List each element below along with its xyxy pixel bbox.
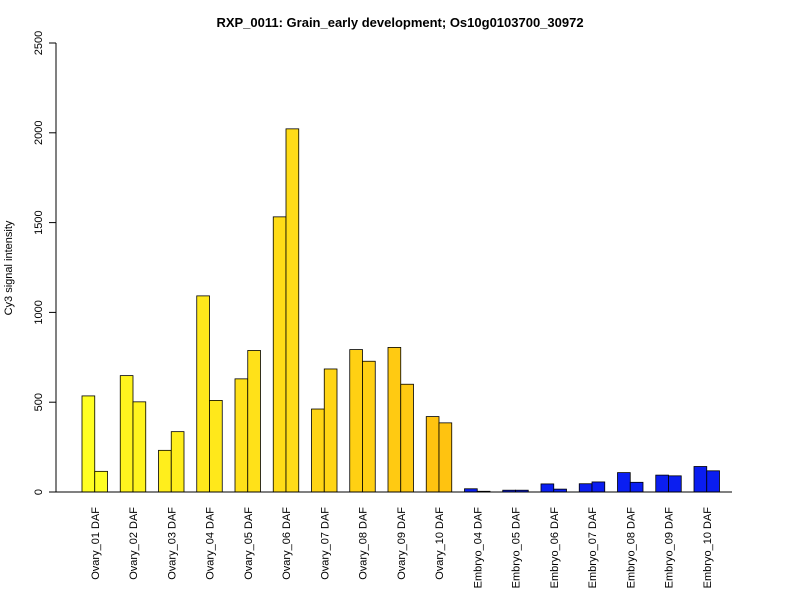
y-tick-label: 2500 xyxy=(33,31,45,55)
x-tick-label: Embryo_09 DAF xyxy=(664,507,676,589)
x-tick-label: Ovary_05 DAF xyxy=(243,507,255,580)
bar xyxy=(362,360,376,493)
bar xyxy=(81,395,96,493)
bar xyxy=(170,431,185,493)
bar xyxy=(655,474,669,493)
bar xyxy=(247,350,261,493)
x-tick-label: Embryo_06 DAF xyxy=(549,507,561,589)
bar xyxy=(311,408,325,493)
x-tick-label: Ovary_09 DAF xyxy=(396,507,408,580)
bar xyxy=(132,401,147,493)
bars xyxy=(81,128,720,493)
bar xyxy=(540,483,555,493)
bar xyxy=(629,481,644,493)
bar xyxy=(400,383,414,493)
bar xyxy=(617,472,631,493)
bar xyxy=(323,368,338,493)
x-tick-label: Embryo_05 DAF xyxy=(511,507,523,589)
x-tick-label: Ovary_07 DAF xyxy=(319,507,331,580)
bar xyxy=(209,400,223,493)
x-tick-label: Ovary_10 DAF xyxy=(434,507,446,580)
x-tick-label: Ovary_08 DAF xyxy=(358,507,370,580)
bar xyxy=(234,378,249,493)
bar xyxy=(119,375,134,493)
bar xyxy=(349,349,363,493)
bar xyxy=(578,483,593,493)
bar xyxy=(285,128,300,493)
x-tick-label: Embryo_07 DAF xyxy=(587,507,599,589)
bar xyxy=(668,475,682,493)
y-axis: 0 500 1000 1500 2000 2500 xyxy=(33,31,57,495)
y-tick-label: 2000 xyxy=(33,121,45,145)
x-tick-label: Ovary_02 DAF xyxy=(128,507,140,580)
x-tick-label: Ovary_01 DAF xyxy=(90,507,102,580)
y-tick-label: 500 xyxy=(33,393,45,411)
bar xyxy=(158,449,172,493)
bar xyxy=(196,295,210,493)
y-tick-label: 0 xyxy=(33,489,45,495)
bar xyxy=(693,466,708,493)
bar xyxy=(94,470,108,493)
x-tick-label: Embryo_10 DAF xyxy=(702,507,714,589)
x-tick-label: Ovary_03 DAF xyxy=(166,507,178,580)
x-tick-label: Embryo_08 DAF xyxy=(625,507,637,589)
x-tick-label: Ovary_04 DAF xyxy=(205,507,217,580)
bar xyxy=(438,422,453,493)
y-tick-label: 1500 xyxy=(33,210,45,234)
x-tick-label: Embryo_04 DAF xyxy=(472,507,484,589)
x-tick-label: Ovary_06 DAF xyxy=(281,507,293,580)
y-axis-label: Cy3 signal intensity xyxy=(3,220,15,315)
bar xyxy=(425,416,440,493)
bar xyxy=(387,347,402,493)
y-tick-label: 1000 xyxy=(33,300,45,324)
bar xyxy=(272,216,287,493)
x-axis: Ovary_01 DAF Ovary_02 DAF Ovary_03 DAF Ovar… xyxy=(56,491,732,589)
chart-title: RXP_0011: Grain_early development; Os10g… xyxy=(216,15,583,30)
bar xyxy=(706,470,720,493)
bar xyxy=(591,481,606,493)
